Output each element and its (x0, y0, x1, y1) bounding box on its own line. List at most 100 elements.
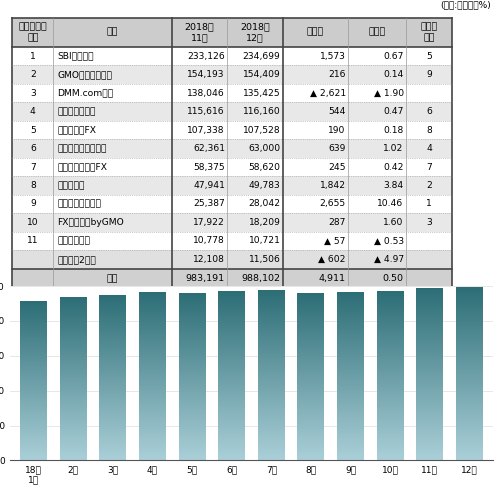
Text: 988,102: 988,102 (242, 274, 280, 283)
Bar (348, 121, 406, 140)
Bar (406, 195, 452, 213)
Bar (348, 47, 406, 65)
Bar (53, 269, 172, 289)
Bar (172, 195, 228, 213)
Text: 62,361: 62,361 (193, 144, 225, 153)
Bar (172, 176, 228, 195)
Bar (53, 17, 172, 47)
Text: ▲ 0.53: ▲ 0.53 (374, 237, 404, 246)
Text: その他（2社）: その他（2社） (57, 255, 96, 264)
Bar (12, 47, 53, 65)
Bar (348, 232, 406, 250)
Bar (53, 195, 172, 213)
Bar (348, 269, 406, 289)
Text: 983,191: 983,191 (186, 274, 225, 283)
Text: 115,616: 115,616 (187, 107, 225, 116)
Text: ヒロセ通商: ヒロセ通商 (57, 181, 85, 190)
Text: 28,042: 28,042 (249, 199, 280, 208)
Bar (228, 121, 283, 140)
Text: 1: 1 (30, 52, 36, 61)
Text: 107,528: 107,528 (243, 126, 280, 135)
Text: 0.14: 0.14 (383, 70, 404, 79)
Text: 2: 2 (426, 181, 432, 190)
Bar (283, 158, 348, 176)
Bar (53, 84, 172, 102)
Text: ▲ 57: ▲ 57 (324, 237, 346, 246)
Bar (348, 213, 406, 232)
Bar (172, 250, 228, 269)
Text: 10,778: 10,778 (193, 237, 225, 246)
Bar (406, 84, 452, 102)
Text: 1.60: 1.60 (383, 218, 404, 227)
Bar (228, 213, 283, 232)
Bar (406, 140, 452, 158)
Text: 8: 8 (30, 181, 36, 190)
Text: 154,409: 154,409 (243, 70, 280, 79)
Bar (348, 195, 406, 213)
Text: 10.46: 10.46 (377, 199, 404, 208)
Text: ▲ 2,621: ▲ 2,621 (310, 89, 346, 98)
Bar (283, 269, 348, 289)
Bar (348, 176, 406, 195)
Text: 190: 190 (328, 126, 346, 135)
Bar (348, 140, 406, 158)
Text: 9: 9 (30, 199, 36, 208)
Bar (12, 102, 53, 121)
Bar (406, 176, 452, 195)
Text: 3.84: 3.84 (383, 181, 404, 190)
Bar (406, 65, 452, 84)
Bar (228, 17, 283, 47)
Bar (53, 250, 172, 269)
Bar (12, 195, 53, 213)
Bar (53, 102, 172, 121)
Bar (406, 121, 452, 140)
Text: 10,721: 10,721 (249, 237, 280, 246)
Bar (406, 269, 452, 289)
Bar (172, 140, 228, 158)
Bar (12, 213, 53, 232)
Text: 287: 287 (328, 218, 346, 227)
Text: 5: 5 (30, 126, 36, 135)
Bar (283, 232, 348, 250)
Bar (283, 84, 348, 102)
Bar (12, 176, 53, 195)
Text: 外為どっとコム: 外為どっとコム (57, 107, 96, 116)
Bar (228, 158, 283, 176)
Bar (12, 250, 53, 269)
Text: 234,699: 234,699 (243, 52, 280, 61)
Text: 2018年
11月: 2018年 11月 (185, 23, 215, 42)
Bar (283, 102, 348, 121)
Bar (228, 232, 283, 250)
Bar (53, 140, 172, 158)
Text: 17,922: 17,922 (193, 218, 225, 227)
Text: 6: 6 (426, 107, 432, 116)
Text: 増減額: 増減額 (307, 28, 324, 37)
Text: 135,425: 135,425 (243, 89, 280, 98)
Bar (283, 250, 348, 269)
Bar (172, 232, 228, 250)
Text: 前月比: 前月比 (369, 28, 386, 37)
Bar (406, 102, 452, 121)
Bar (406, 250, 452, 269)
Text: 18,209: 18,209 (249, 218, 280, 227)
Bar (172, 47, 228, 65)
Text: 2,655: 2,655 (320, 199, 346, 208)
Text: 合計: 合計 (107, 274, 119, 283)
Text: 7: 7 (30, 162, 36, 172)
Text: 0.47: 0.47 (383, 107, 404, 116)
Text: 245: 245 (328, 162, 346, 172)
Text: 107,338: 107,338 (187, 126, 225, 135)
Text: GMOクリック証券: GMOクリック証券 (57, 70, 113, 79)
Bar (228, 176, 283, 195)
Bar (172, 102, 228, 121)
Bar (283, 195, 348, 213)
Text: ワイジェイFX: ワイジェイFX (57, 126, 96, 135)
Text: 1.02: 1.02 (383, 144, 404, 153)
Text: 9: 9 (426, 70, 432, 79)
Bar (283, 140, 348, 158)
Bar (12, 84, 53, 102)
Text: トレイダーズ証券: トレイダーズ証券 (57, 199, 101, 208)
Text: マネーパートナーズ: マネーパートナーズ (57, 144, 107, 153)
Text: 63,000: 63,000 (249, 144, 280, 153)
Text: ▲ 602: ▲ 602 (318, 255, 346, 264)
